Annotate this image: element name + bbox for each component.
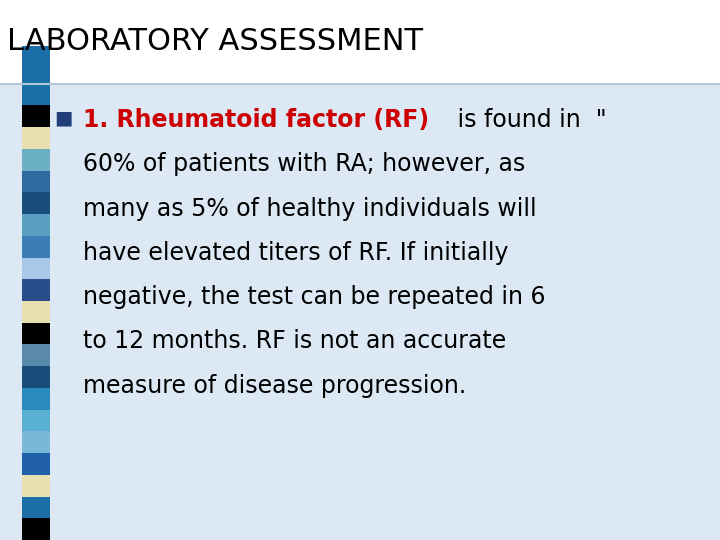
Text: is found in  ": is found in ": [450, 108, 607, 132]
Bar: [22, 345, 50, 366]
Bar: [22, 475, 50, 497]
Bar: [22, 323, 50, 345]
Bar: [22, 279, 50, 301]
Bar: [22, 431, 50, 453]
Text: measure of disease progression.: measure of disease progression.: [83, 374, 466, 397]
Bar: [22, 497, 50, 518]
Bar: [22, 105, 50, 127]
Bar: [22, 171, 50, 192]
Text: LABORATORY ASSESSMENT: LABORATORY ASSESSMENT: [7, 28, 423, 56]
Bar: [22, 127, 50, 149]
Text: many as 5% of healthy individuals will: many as 5% of healthy individuals will: [83, 197, 536, 220]
Bar: [22, 214, 50, 236]
Bar: [0, 0, 720, 84]
Bar: [22, 453, 50, 475]
Text: 60% of patients with RA; however, as: 60% of patients with RA; however, as: [83, 152, 525, 176]
Bar: [22, 518, 50, 540]
Bar: [22, 84, 50, 105]
Bar: [22, 236, 50, 258]
Bar: [22, 366, 50, 388]
Bar: [22, 301, 50, 323]
Text: 1. Rheumatoid factor (RF): 1. Rheumatoid factor (RF): [83, 108, 429, 132]
Bar: [22, 46, 50, 84]
Bar: [22, 149, 50, 171]
Text: have elevated titers of RF. If initially: have elevated titers of RF. If initially: [83, 241, 508, 265]
Bar: [22, 410, 50, 431]
Bar: [22, 192, 50, 214]
Text: negative, the test can be repeated in 6: negative, the test can be repeated in 6: [83, 285, 545, 309]
Text: ■: ■: [54, 108, 73, 127]
Bar: [22, 388, 50, 410]
Bar: [22, 258, 50, 279]
Text: to 12 months. RF is not an accurate: to 12 months. RF is not an accurate: [83, 329, 506, 353]
